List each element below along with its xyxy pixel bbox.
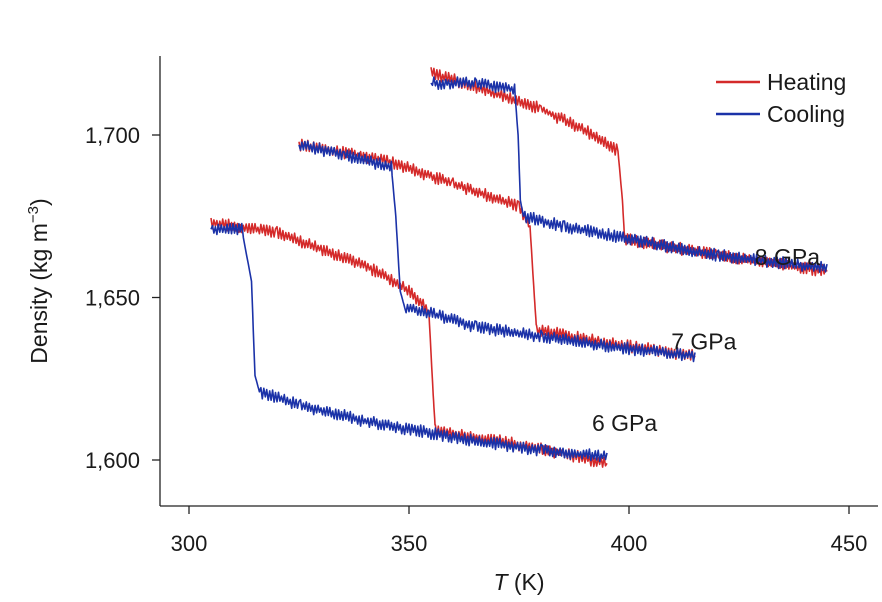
- series-line-cooling-8gpa: [430, 76, 828, 273]
- legend-label: Cooling: [767, 101, 845, 127]
- x-axis-label-variable: T: [493, 569, 509, 595]
- x-tick-label: 300: [171, 531, 208, 556]
- x-axis-label-unit: (K): [508, 569, 545, 595]
- x-tick-label: 350: [391, 531, 428, 556]
- y-axis-label-main: Density (kg m: [26, 223, 52, 364]
- y-axis-label: Density (kg m−3): [25, 198, 52, 363]
- data-lines: [210, 67, 828, 468]
- series-line-cooling-6gpa: [210, 222, 608, 463]
- y-axis-label-close: ): [26, 198, 52, 206]
- x-tick-label: 400: [611, 531, 648, 556]
- x-axis-label: T (K): [493, 569, 544, 595]
- series-line-cooling-7gpa: [298, 140, 696, 363]
- y-tick-label: 1,600: [85, 448, 140, 473]
- legend: Heating Cooling: [716, 69, 846, 127]
- y-axis-label-exponent: −3: [25, 206, 42, 223]
- x-tick-label: 450: [831, 531, 868, 556]
- y-tick-label: 1,650: [85, 286, 140, 311]
- pressure-label: 7 GPa: [671, 329, 736, 355]
- pressure-label: 8 GPa: [755, 244, 820, 270]
- pressure-annotations: 8 GPa 7 GPa 6 GPa: [592, 244, 820, 436]
- legend-label: Heating: [767, 69, 846, 95]
- axes: 300 350 400 450 1,600 1,650 1,700: [85, 56, 878, 556]
- y-tick-label: 1,700: [85, 123, 140, 148]
- pressure-label: 6 GPa: [592, 410, 657, 436]
